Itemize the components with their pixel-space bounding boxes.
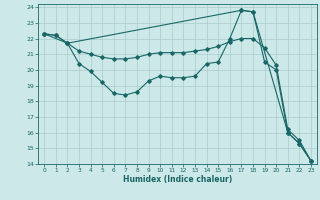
X-axis label: Humidex (Indice chaleur): Humidex (Indice chaleur) xyxy=(123,175,232,184)
